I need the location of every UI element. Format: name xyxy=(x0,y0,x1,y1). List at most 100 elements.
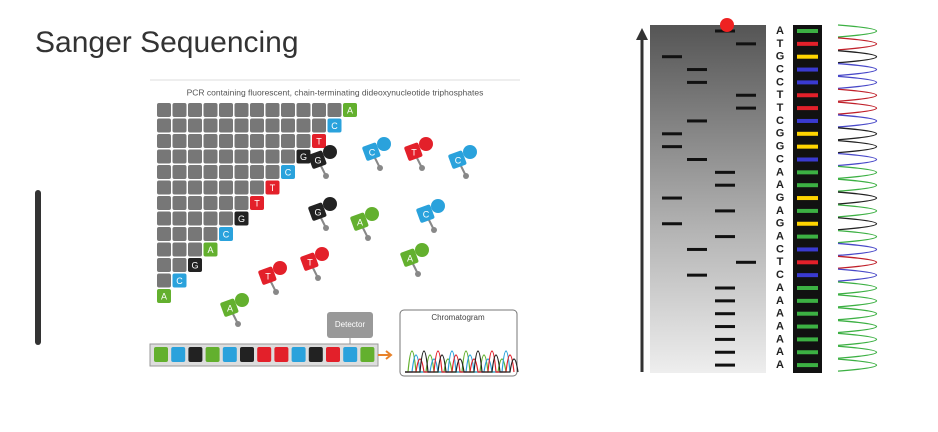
seq-letter: C xyxy=(776,153,784,165)
band xyxy=(687,119,707,123)
gray-cell xyxy=(312,118,326,133)
strip-squares xyxy=(154,347,375,362)
seq-color xyxy=(797,247,818,252)
seq-color xyxy=(797,337,818,342)
gel-arrowhead xyxy=(636,28,648,40)
gray-cell xyxy=(203,196,218,210)
gray-cell xyxy=(157,211,171,226)
base-letter: T xyxy=(270,183,276,193)
gray-cell xyxy=(281,134,295,148)
trace-peak xyxy=(837,255,877,269)
base-letter: C xyxy=(331,121,338,131)
stem-end xyxy=(415,271,421,277)
trace-peak xyxy=(837,140,877,154)
trace-line xyxy=(405,350,515,373)
base-cell xyxy=(400,248,419,267)
gray-cell xyxy=(203,149,218,164)
strip-square xyxy=(222,347,237,362)
stem-end xyxy=(377,165,383,171)
gray-cell xyxy=(250,134,264,148)
gray-cell xyxy=(219,196,233,210)
seq-color xyxy=(797,80,818,85)
base-cell xyxy=(258,266,277,285)
base-cell xyxy=(300,252,319,271)
band xyxy=(687,158,707,161)
strip-square xyxy=(326,347,340,362)
band xyxy=(715,312,735,316)
gray-cell xyxy=(250,149,264,164)
seq-color xyxy=(797,67,818,72)
seq-letter: A xyxy=(776,295,784,307)
stem-end xyxy=(315,275,321,281)
gray-cell xyxy=(157,134,171,148)
dye xyxy=(235,293,249,307)
gray-cell xyxy=(203,134,218,148)
strip-square xyxy=(171,347,186,362)
gray-cell xyxy=(250,180,264,195)
base-cell xyxy=(220,298,239,317)
seq-color xyxy=(797,234,818,239)
dye xyxy=(365,207,379,221)
gray-cell xyxy=(203,211,218,226)
gray-cell xyxy=(172,165,187,179)
band xyxy=(715,209,735,213)
gray-cell xyxy=(265,149,280,164)
trace-peak xyxy=(837,88,877,102)
seq-color xyxy=(797,363,818,368)
seq-color xyxy=(797,93,818,98)
gray-cell xyxy=(157,196,171,210)
seq-color xyxy=(797,183,818,188)
base-letter: A xyxy=(161,291,167,301)
seq-color xyxy=(797,131,818,136)
seq-letter: A xyxy=(776,282,784,294)
arrow xyxy=(378,350,393,360)
gray-cell xyxy=(188,118,202,133)
trace-peak xyxy=(837,229,877,244)
band xyxy=(715,337,735,341)
base-letter: G xyxy=(238,214,245,224)
seq-letter: A xyxy=(776,346,784,358)
seq-letter: G xyxy=(776,192,785,204)
gray-cell xyxy=(219,165,233,179)
base-cell xyxy=(250,196,264,210)
stem-end xyxy=(235,321,241,327)
band xyxy=(687,247,707,251)
gray-cell xyxy=(327,103,342,117)
base-letter: T xyxy=(254,198,260,208)
base-letter: C xyxy=(455,155,462,165)
band xyxy=(662,55,682,59)
seq-color xyxy=(797,29,818,33)
band xyxy=(715,286,735,290)
gray-cell xyxy=(157,165,171,179)
band xyxy=(687,80,707,84)
band xyxy=(662,196,682,200)
seq-letter: G xyxy=(776,51,785,63)
trace-peak xyxy=(837,165,877,179)
trace-peak xyxy=(837,114,877,128)
base-cell xyxy=(157,289,171,303)
gray-cell xyxy=(265,103,280,117)
gray-cell xyxy=(157,258,171,272)
gray-cell xyxy=(157,273,171,288)
gray-cell xyxy=(172,242,187,257)
trace-peak xyxy=(837,75,877,90)
trace-peak xyxy=(837,281,877,295)
seq-color xyxy=(797,54,818,59)
dye xyxy=(315,247,329,261)
strip-square xyxy=(240,347,254,362)
stem-end xyxy=(323,173,329,179)
trace-peak xyxy=(837,127,877,141)
trace-peak xyxy=(837,319,877,334)
base-letter: T xyxy=(307,257,313,267)
base-cell xyxy=(172,273,187,288)
detector-label: Detector xyxy=(335,320,366,329)
trace-peak xyxy=(837,101,877,115)
detector-box xyxy=(327,312,373,338)
strip-square xyxy=(154,347,168,362)
gray-cell xyxy=(172,118,187,133)
gray-cell xyxy=(219,149,233,164)
base-cell xyxy=(362,142,381,161)
